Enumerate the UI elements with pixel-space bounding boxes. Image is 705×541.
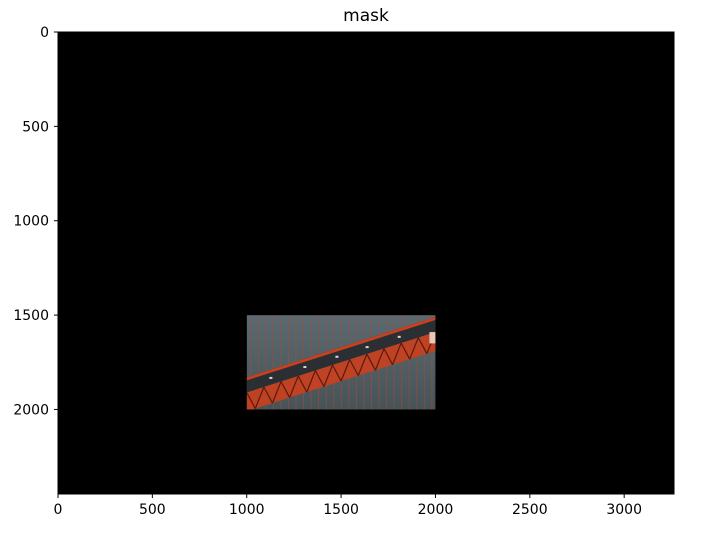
y-tick-label: 1500 — [13, 308, 49, 324]
chart-title: mask — [343, 6, 389, 26]
x-tick-label: 3000 — [606, 502, 642, 518]
visible-image-region — [246, 315, 436, 410]
bridge-upper-rail — [246, 316, 436, 381]
x-tick-label: 2500 — [512, 502, 548, 518]
bridge-tower-fragment — [429, 332, 436, 344]
truss-members — [246, 331, 436, 409]
vehicles — [269, 335, 401, 379]
x-tick-label: 1000 — [229, 502, 265, 518]
x-tick-label: 500 — [139, 502, 166, 518]
x-tick-label: 2000 — [418, 502, 454, 518]
mask-area — [57, 31, 675, 495]
y-tick-label: 2000 — [13, 402, 49, 418]
y-tick-label: 500 — [22, 119, 49, 135]
bridge-roadway — [246, 316, 436, 393]
y-tick-label: 1000 — [13, 214, 49, 230]
y-axis: 0 500 1000 1500 2000 — [13, 25, 58, 418]
x-tick-label: 1500 — [323, 502, 359, 518]
y-tick-label: 0 — [40, 25, 49, 41]
x-axis: 0 500 1000 1500 2000 2500 3000 — [54, 494, 642, 518]
bridge-truss — [246, 332, 436, 410]
x-tick-label: 0 — [54, 502, 63, 518]
